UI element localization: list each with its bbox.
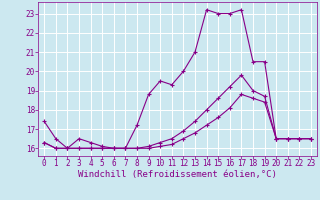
X-axis label: Windchill (Refroidissement éolien,°C): Windchill (Refroidissement éolien,°C) [78,170,277,179]
